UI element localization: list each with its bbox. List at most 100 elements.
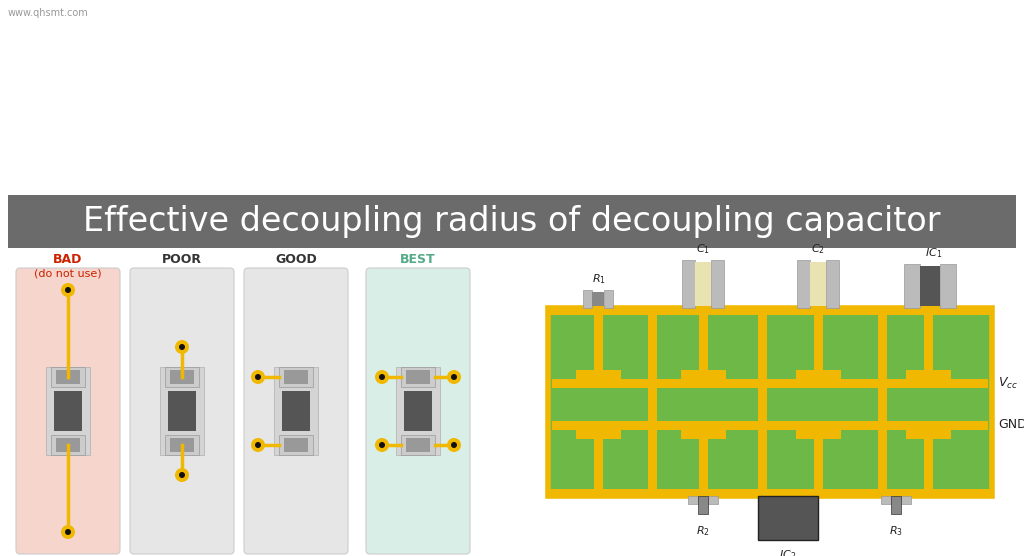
Circle shape <box>61 525 75 539</box>
FancyBboxPatch shape <box>366 268 470 554</box>
Bar <box>712 260 724 308</box>
Bar <box>548 308 992 315</box>
Bar <box>688 496 697 504</box>
Bar <box>284 370 308 384</box>
Bar <box>796 370 841 379</box>
Bar <box>758 496 818 540</box>
Bar <box>165 367 199 387</box>
Text: BEST: BEST <box>400 253 436 266</box>
Text: www.qhsmt.com: www.qhsmt.com <box>8 8 89 18</box>
Text: BAD: BAD <box>53 253 83 266</box>
Text: Effective decoupling radius of decoupling capacitor: Effective decoupling radius of decouplin… <box>83 205 941 238</box>
Bar <box>904 264 920 308</box>
Bar <box>46 367 90 455</box>
Circle shape <box>65 529 71 535</box>
Circle shape <box>447 370 461 384</box>
Circle shape <box>175 340 189 354</box>
Bar <box>54 391 82 431</box>
Text: (do not use): (do not use) <box>34 269 101 279</box>
Bar <box>170 438 194 452</box>
Circle shape <box>375 438 389 452</box>
Bar <box>891 496 901 514</box>
Bar <box>282 391 310 431</box>
Circle shape <box>175 468 189 482</box>
Bar <box>583 290 592 308</box>
Circle shape <box>65 287 71 293</box>
Bar <box>548 489 992 496</box>
Bar <box>594 315 603 370</box>
Circle shape <box>251 370 265 384</box>
Bar <box>697 496 709 514</box>
Bar <box>881 496 891 504</box>
Circle shape <box>375 370 389 384</box>
Bar <box>406 438 430 452</box>
Bar <box>920 266 940 306</box>
Circle shape <box>447 438 461 452</box>
Bar <box>709 496 718 504</box>
Bar <box>699 439 708 489</box>
Bar <box>594 439 603 489</box>
Text: $R_3$: $R_3$ <box>889 524 903 538</box>
FancyBboxPatch shape <box>16 268 120 554</box>
Bar <box>279 435 313 455</box>
Bar <box>592 292 604 306</box>
Bar <box>396 367 440 455</box>
Bar <box>160 367 204 455</box>
Bar <box>796 430 841 439</box>
Bar <box>51 367 85 387</box>
Bar <box>878 308 887 496</box>
Bar <box>826 260 839 308</box>
Bar <box>170 370 194 384</box>
Bar <box>814 315 823 370</box>
Text: $IC_2$: $IC_2$ <box>779 548 797 556</box>
Bar <box>924 315 933 370</box>
Text: GOOD: GOOD <box>275 253 316 266</box>
Bar <box>401 435 435 455</box>
Text: $C_1$: $C_1$ <box>696 242 710 256</box>
Bar <box>165 435 199 455</box>
Bar <box>284 438 308 452</box>
Text: $V_{cc}$: $V_{cc}$ <box>998 376 1018 391</box>
Bar <box>401 367 435 387</box>
Circle shape <box>379 374 385 380</box>
Bar <box>797 260 810 308</box>
Bar <box>648 308 657 496</box>
Bar <box>604 290 613 308</box>
Bar <box>404 391 432 431</box>
Bar <box>56 438 80 452</box>
Bar <box>56 370 80 384</box>
Bar <box>274 367 318 455</box>
Circle shape <box>61 283 75 297</box>
FancyBboxPatch shape <box>244 268 348 554</box>
Bar <box>168 391 196 431</box>
Text: $R_1$: $R_1$ <box>592 272 606 286</box>
Bar <box>814 439 823 489</box>
Bar <box>406 370 430 384</box>
Circle shape <box>251 438 265 452</box>
Text: $C_2$: $C_2$ <box>811 242 825 256</box>
Bar <box>681 430 725 439</box>
Circle shape <box>451 442 457 448</box>
Bar <box>681 370 725 379</box>
Bar <box>552 379 988 389</box>
Bar <box>905 430 950 439</box>
Circle shape <box>451 374 457 380</box>
Bar <box>924 439 933 489</box>
Bar <box>548 308 992 496</box>
Bar <box>575 370 621 379</box>
Bar <box>699 315 708 370</box>
Bar <box>810 262 826 306</box>
Bar <box>901 496 911 504</box>
FancyBboxPatch shape <box>130 268 234 554</box>
Bar <box>905 370 950 379</box>
Text: $R_2$: $R_2$ <box>696 524 710 538</box>
Circle shape <box>179 472 185 478</box>
Circle shape <box>379 442 385 448</box>
Bar <box>51 435 85 455</box>
Circle shape <box>179 344 185 350</box>
Bar <box>279 367 313 387</box>
Text: $IC_1$: $IC_1$ <box>926 246 943 260</box>
Bar <box>694 262 712 306</box>
Circle shape <box>255 442 261 448</box>
Bar <box>758 308 767 496</box>
